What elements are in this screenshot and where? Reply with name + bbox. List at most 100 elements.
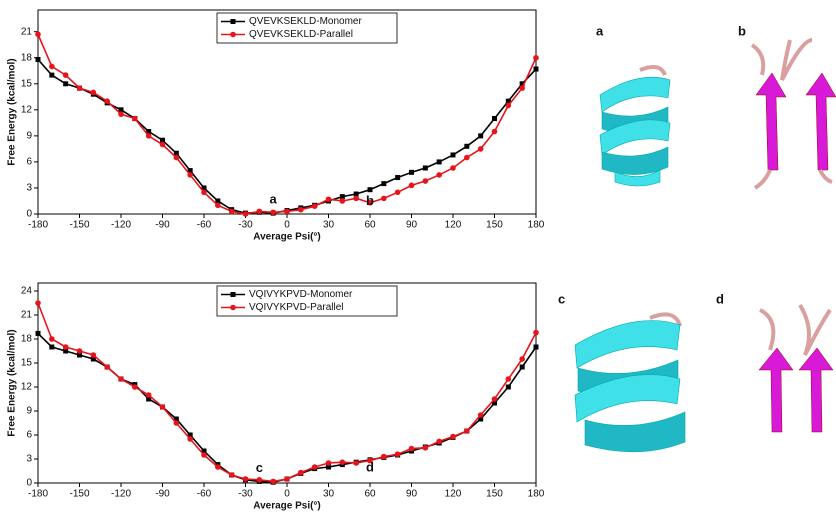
marker: [35, 300, 41, 306]
marker: [505, 102, 512, 109]
marker: [49, 63, 55, 70]
marker: [201, 185, 207, 191]
x-tick-label: 150: [486, 220, 503, 231]
marker: [90, 352, 97, 358]
marker: [436, 172, 442, 178]
marker: [533, 66, 539, 72]
marker: [160, 137, 165, 143]
marker: [230, 19, 236, 24]
y-tick-label: 18: [21, 52, 33, 63]
marker: [395, 175, 401, 181]
y-tick-label: 3: [26, 183, 32, 194]
x-tick-label: 60: [364, 489, 376, 500]
marker: [408, 182, 415, 189]
marker: [381, 181, 387, 187]
panel-label: c: [558, 291, 565, 306]
x-tick-label: -180: [28, 489, 48, 500]
marker: [519, 364, 525, 370]
marker: [422, 445, 429, 451]
x-tick-label: 60: [364, 220, 376, 231]
marker: [450, 165, 456, 171]
marker: [63, 81, 69, 87]
marker: [492, 116, 497, 122]
x-tick-label: -60: [197, 489, 212, 500]
marker: [339, 194, 345, 200]
marker: [118, 107, 124, 113]
marker: [104, 98, 110, 104]
marker: [146, 129, 152, 135]
y-axis-title: Free Energy (kcal/mol): [7, 58, 18, 165]
x-tick-label: 180: [528, 220, 545, 231]
marker: [132, 115, 138, 122]
legend-label: QVEVKSEKLD-Parallel: [249, 29, 353, 40]
marker: [187, 432, 193, 438]
x-tick-label: 90: [406, 220, 418, 231]
marker: [228, 472, 235, 478]
marker: [159, 141, 166, 148]
y-tick-label: 15: [21, 358, 33, 369]
marker: [242, 211, 249, 217]
x-tick-label: -30: [238, 220, 253, 231]
marker: [408, 445, 415, 452]
marker: [422, 178, 429, 184]
marker: [90, 89, 97, 96]
marker: [409, 169, 414, 175]
marker: [228, 208, 235, 215]
marker: [505, 376, 512, 382]
marker: [35, 56, 41, 62]
marker: [367, 187, 373, 193]
y-tick-label: 15: [21, 78, 33, 89]
marker: [367, 457, 373, 464]
marker: [381, 195, 387, 202]
series-line: [37, 58, 537, 214]
x-tick-label: -60: [197, 220, 212, 231]
y-tick-label: 12: [21, 104, 33, 115]
marker: [132, 384, 138, 390]
marker: [326, 464, 331, 470]
marker: [533, 329, 539, 336]
marker: [215, 202, 221, 209]
panel-label: b: [738, 23, 746, 38]
series-line: [37, 302, 537, 483]
x-tick-label: 120: [445, 220, 462, 231]
legend-label: QVEVKSEKLD-Monomer: [249, 16, 362, 27]
marker: [505, 384, 511, 390]
panel-label: a: [596, 23, 604, 38]
helix-a: [599, 64, 671, 187]
marker: [270, 209, 276, 216]
marker: [533, 344, 539, 350]
marker: [159, 404, 166, 410]
x-tick-label: 150: [486, 489, 503, 500]
y-tick-label: 24: [21, 286, 33, 297]
marker: [270, 478, 276, 485]
x-tick-label: -150: [69, 489, 89, 500]
marker: [339, 198, 346, 204]
marker: [173, 420, 180, 426]
marker: [353, 195, 359, 202]
annotation: d: [366, 459, 374, 474]
marker: [173, 154, 180, 161]
panel-label: d: [716, 291, 724, 306]
legend-label: VQIVYKPVD-Monomer: [249, 289, 353, 300]
y-tick-label: 21: [21, 26, 33, 37]
x-axis-title: Average Psi(°): [253, 232, 321, 243]
x-tick-label: -90: [155, 489, 170, 500]
marker: [505, 98, 511, 104]
marker: [201, 452, 207, 458]
marker: [49, 344, 55, 350]
marker: [230, 31, 236, 38]
marker: [422, 165, 428, 171]
marker: [477, 412, 484, 418]
marker: [478, 133, 484, 139]
marker: [533, 54, 539, 61]
marker: [173, 416, 179, 422]
marker: [353, 460, 359, 466]
marker: [491, 128, 498, 135]
marker: [519, 85, 525, 91]
y-tick-label: 9: [26, 406, 32, 417]
marker: [519, 81, 525, 87]
marker: [478, 416, 484, 422]
marker: [450, 433, 456, 440]
marker: [187, 172, 193, 178]
